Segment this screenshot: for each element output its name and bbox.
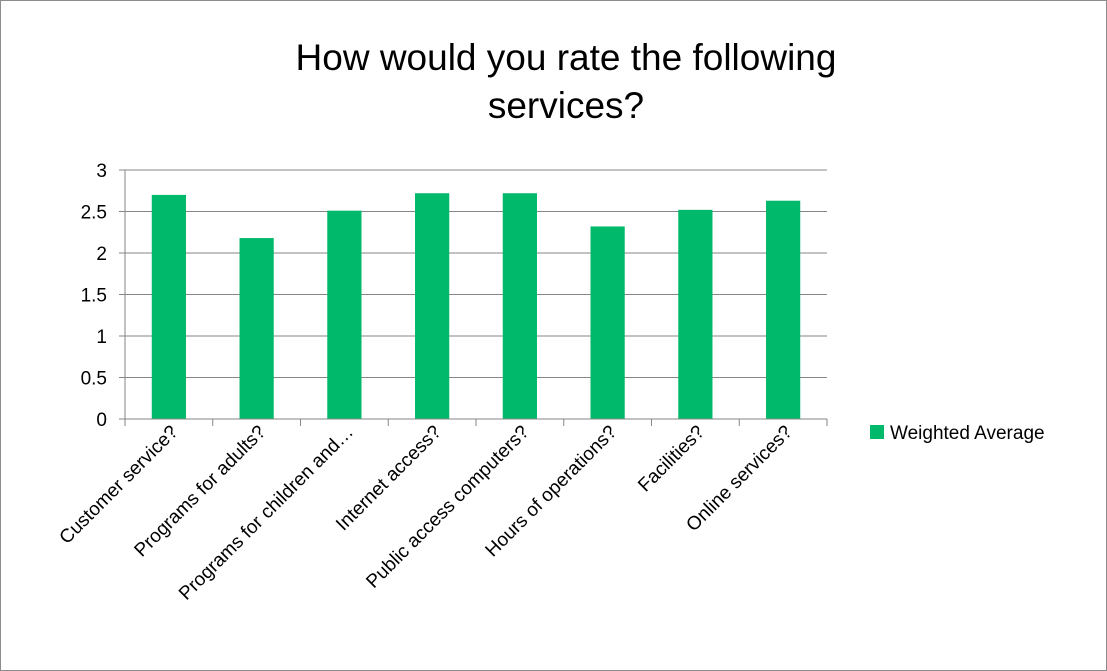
bars: [151, 193, 801, 419]
axes: [124, 170, 828, 426]
bar: [239, 238, 274, 419]
bar: [678, 209, 713, 419]
x-tick-labels: Customer service?Programs for adults?Pro…: [56, 422, 797, 605]
x-tick-label: Public access computers?: [362, 422, 533, 593]
chart-title: How would you rate the following service…: [296, 37, 837, 126]
x-tick-label: Programs for children and…: [175, 422, 358, 605]
y-tick-label: 2.5: [81, 203, 107, 224]
legend-label: Weighted Average: [890, 423, 1045, 444]
bar: [151, 194, 186, 419]
bar: [590, 226, 625, 419]
y-tick-label: 1.5: [81, 286, 107, 307]
gridlines: [125, 169, 827, 378]
y-tick-label: 2: [96, 244, 107, 265]
bar: [502, 193, 537, 419]
y-tick-labels: 0 0.5 1 1.5 2 2.5 3: [81, 161, 125, 431]
bar: [415, 193, 450, 419]
y-tick-label: 0: [96, 410, 107, 431]
chart-title-line-1: How would you rate the following: [296, 37, 837, 78]
bar: [766, 200, 801, 419]
bar: [327, 210, 362, 419]
legend: Weighted Average: [870, 423, 1045, 444]
legend-swatch: [870, 425, 884, 439]
chart-title-line-2: services?: [488, 85, 644, 126]
y-tick-label: 1: [96, 327, 107, 348]
x-tick-label: Facilities?: [634, 422, 709, 497]
y-tick-label: 3: [96, 161, 107, 182]
y-tick-label: 0.5: [81, 369, 107, 390]
